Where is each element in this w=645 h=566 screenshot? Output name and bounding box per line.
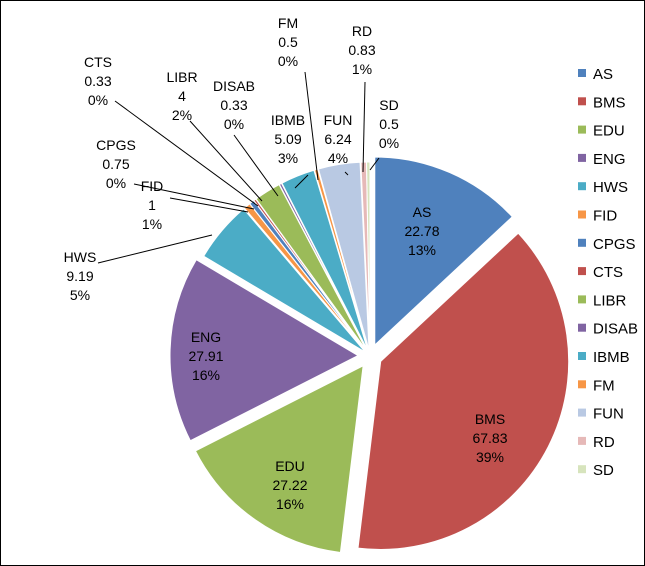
data-label-hws: HWS 9.19 5% [64, 249, 97, 303]
legend-label-fid: FID [593, 208, 617, 225]
slice-as [374, 156, 513, 347]
legend: AS BMS EDU ENG HWS FID CPGS CTS LIBR DISAB IBMB FM F… [578, 66, 638, 479]
legend-label-hws: HWS [593, 179, 628, 196]
leader-line-cpgs [133, 183, 255, 210]
data-label-sd: SD 0.5 0% [379, 97, 399, 151]
slice-hws [203, 208, 366, 353]
legend-swatch-hws [578, 182, 586, 191]
legend-label-libr: LIBR [593, 292, 627, 309]
slice-ibmb [281, 169, 369, 351]
legend-swatch-fm [578, 380, 586, 389]
data-label-as: AS 22.78 13% [404, 204, 439, 258]
slice-bms [357, 232, 570, 550]
legend-swatch-edu [578, 125, 586, 134]
slice-fun [317, 161, 370, 351]
legend-label-cpgs: CPGS [593, 236, 636, 253]
legend-swatch-bms [578, 97, 586, 106]
data-label-fm: FM 0.5 0% [278, 15, 298, 69]
legend-swatch-eng [578, 153, 586, 162]
leader-line-fm [304, 71, 319, 181]
leader-line-disab [233, 134, 279, 197]
leader-line-ibmb [294, 174, 309, 189]
legend-swatch-as [578, 69, 586, 77]
data-label-ibmb: IBMB 5.09 3% [271, 112, 305, 166]
leader-line-fid [169, 197, 249, 213]
legend-label-as: AS [593, 66, 613, 83]
slice-eng [169, 259, 360, 442]
leader-line-sd [369, 157, 380, 171]
legend-swatch-fun [578, 408, 586, 417]
data-labels: AS 22.78 13% BMS 67.83 39% EDU 27.22 16% ENG 27.91… [64, 15, 508, 512]
legend-swatch-cpgs [578, 238, 586, 247]
legend-label-disab: DISAB [593, 321, 638, 338]
legend-swatch-sd [578, 465, 586, 474]
data-label-bms: BMS 67.83 39% [472, 411, 507, 465]
legend-label-eng: ENG [593, 151, 626, 168]
legend-swatch-cts [578, 267, 586, 276]
data-label-eng: ENG 27.91 16% [188, 329, 223, 383]
legend-label-cts: CTS [593, 264, 623, 281]
legend-label-sd: SD [593, 462, 614, 479]
legend-label-fun: FUN [593, 406, 624, 423]
data-label-libr: LIBR 4 2% [166, 69, 197, 123]
data-label-fid: FID 1 1% [141, 178, 164, 232]
legend-swatch-rd [578, 436, 586, 445]
legend-label-fm: FM [593, 377, 615, 394]
leader-line-hws [97, 234, 213, 264]
data-label-fun: FUN 6.24 4% [324, 112, 353, 166]
legend-swatch-ibmb [578, 352, 586, 360]
data-label-rd: RD 0.83 1% [348, 23, 375, 77]
slice-disab [278, 182, 368, 351]
pie-slices [169, 156, 570, 554]
slice-edu [194, 364, 364, 554]
data-label-edu: EDU 27.22 16% [272, 458, 307, 512]
legend-label-edu: EDU [593, 123, 625, 140]
legend-label-ibmb: IBMB [593, 349, 630, 366]
slice-fm [313, 168, 369, 351]
data-label-cpgs: CPGS 0.75 0% [96, 137, 136, 191]
legend-swatch-libr [578, 295, 586, 304]
leader-line-libr [189, 120, 263, 202]
legend-label-rd: RD [593, 434, 615, 451]
legend-swatch-fid [578, 210, 586, 219]
legend-label-bms: BMS [593, 94, 626, 111]
leader-line-fun [344, 171, 349, 176]
leader-line-rd [362, 81, 366, 173]
leader-lines [97, 71, 380, 264]
legend-swatch-disab [578, 323, 586, 332]
data-label-disab: DISAB 0.33 0% [213, 78, 255, 132]
data-label-cts: CTS 0.33 0% [84, 54, 112, 108]
leader-line-cts [114, 100, 259, 207]
slice-sd [366, 161, 371, 351]
